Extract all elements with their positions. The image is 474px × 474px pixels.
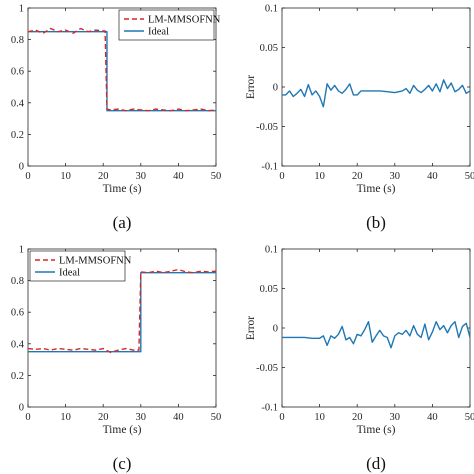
x-tick-label: 40 (173, 412, 184, 423)
legend-box (29, 250, 126, 282)
series-group (28, 27, 216, 112)
y-tick-label: 0.1 (265, 245, 278, 256)
x-tick-label: 50 (465, 171, 474, 182)
x-axis-label: Time (s) (357, 183, 396, 195)
panel-label: (c) (113, 454, 132, 473)
legend-box (118, 9, 215, 41)
x-tick-label: 10 (314, 412, 325, 423)
x-tick-label: 30 (390, 171, 401, 182)
x-tick-label: 10 (314, 171, 325, 182)
x-tick-label: 20 (352, 412, 363, 423)
series-line-error (282, 79, 470, 108)
x-tick-label: 10 (60, 171, 71, 182)
x-tick-label: 30 (390, 412, 401, 423)
y-tick-label: 0 (19, 162, 24, 173)
panel-label: (d) (366, 454, 386, 473)
y-tick-label: -0.05 (256, 363, 278, 374)
x-tick-label: 20 (352, 171, 363, 182)
x-tick-label: 0 (25, 171, 30, 182)
y-tick-label: 0.2 (11, 371, 24, 382)
y-tick-label: 0 (273, 324, 278, 335)
x-tick-label: 50 (211, 171, 222, 182)
x-tick-label: 50 (465, 412, 474, 423)
y-tick-label: 0.1 (265, 4, 278, 15)
y-tick-label: 1 (19, 245, 24, 256)
y-axis-label: Road adhesion coefficient (0, 267, 3, 388)
plot-area (281, 7, 471, 167)
x-tick-label: 20 (98, 171, 109, 182)
series-group (282, 320, 470, 349)
y-tick-label: 0 (273, 83, 278, 94)
y-tick-label: 0.05 (260, 284, 278, 295)
y-tick-label: -0.1 (261, 162, 278, 173)
x-axis-label: Time (s) (103, 424, 142, 436)
panel-3: 0 10 20 30 40 50 0 0.2 0.4 0.6 0.8 1 Time (s) Road ad… (0, 245, 221, 474)
x-tick-label: 20 (98, 412, 109, 423)
y-tick-label: 0.8 (11, 35, 24, 46)
x-tick-label: 0 (279, 412, 284, 423)
y-tick-label: 0.2 (11, 130, 24, 141)
x-tick-label: 40 (173, 171, 184, 182)
legend-entry: LM-MMSOFNN (148, 15, 221, 26)
x-tick-label: 40 (427, 412, 438, 423)
panel-1: 0 10 20 30 40 50 0 0.2 0.4 0.6 0.8 1 Time (s) Road ad… (0, 4, 221, 233)
series-group (28, 268, 216, 354)
y-axis-label: Road adhesion coefficient (0, 26, 3, 147)
y-tick-label: -0.1 (261, 403, 278, 414)
y-tick-label: 0.4 (11, 98, 25, 109)
series-line-error (282, 320, 470, 349)
panel-label: (b) (366, 213, 386, 232)
series-line-ideal (28, 31, 216, 112)
legend-entry: LM-MMSOFNN (59, 256, 132, 267)
legend-entry: Ideal (148, 27, 169, 38)
y-axis-label: Error (245, 75, 257, 99)
x-tick-label: 10 (60, 412, 71, 423)
series-line-ideal (28, 272, 216, 353)
y-tick-label: 0.6 (11, 308, 24, 319)
y-tick-label: -0.05 (256, 122, 278, 133)
x-tick-label: 30 (136, 412, 147, 423)
panel-2: 0 10 20 30 40 50 -0.1 -0.05 0 0.05 0.1 Time (s) Erro… (245, 4, 474, 233)
series-line-lm-mmsofnn (28, 268, 216, 354)
y-tick-label: 0.4 (11, 339, 25, 350)
panel-4: 0 10 20 30 40 50 -0.1 -0.05 0 0.05 0.1 Time (s) Erro… (245, 245, 474, 474)
x-tick-label: 0 (279, 171, 284, 182)
x-tick-label: 50 (211, 412, 222, 423)
panel-label: (a) (113, 213, 132, 232)
x-tick-label: 40 (427, 171, 438, 182)
legend-entry: Ideal (59, 268, 80, 279)
y-tick-label: 0.05 (260, 43, 278, 54)
y-tick-label: 0 (19, 403, 24, 414)
y-tick-label: 0.8 (11, 276, 24, 287)
x-axis-label: Time (s) (357, 424, 396, 436)
x-tick-label: 30 (136, 171, 147, 182)
y-tick-label: 0.6 (11, 67, 24, 78)
series-group (282, 79, 470, 108)
x-tick-label: 0 (25, 412, 30, 423)
y-axis-label: Error (245, 316, 257, 340)
series-line-lm-mmsofnn (28, 27, 216, 112)
y-tick-label: 1 (19, 4, 24, 15)
x-axis-label: Time (s) (103, 183, 142, 195)
